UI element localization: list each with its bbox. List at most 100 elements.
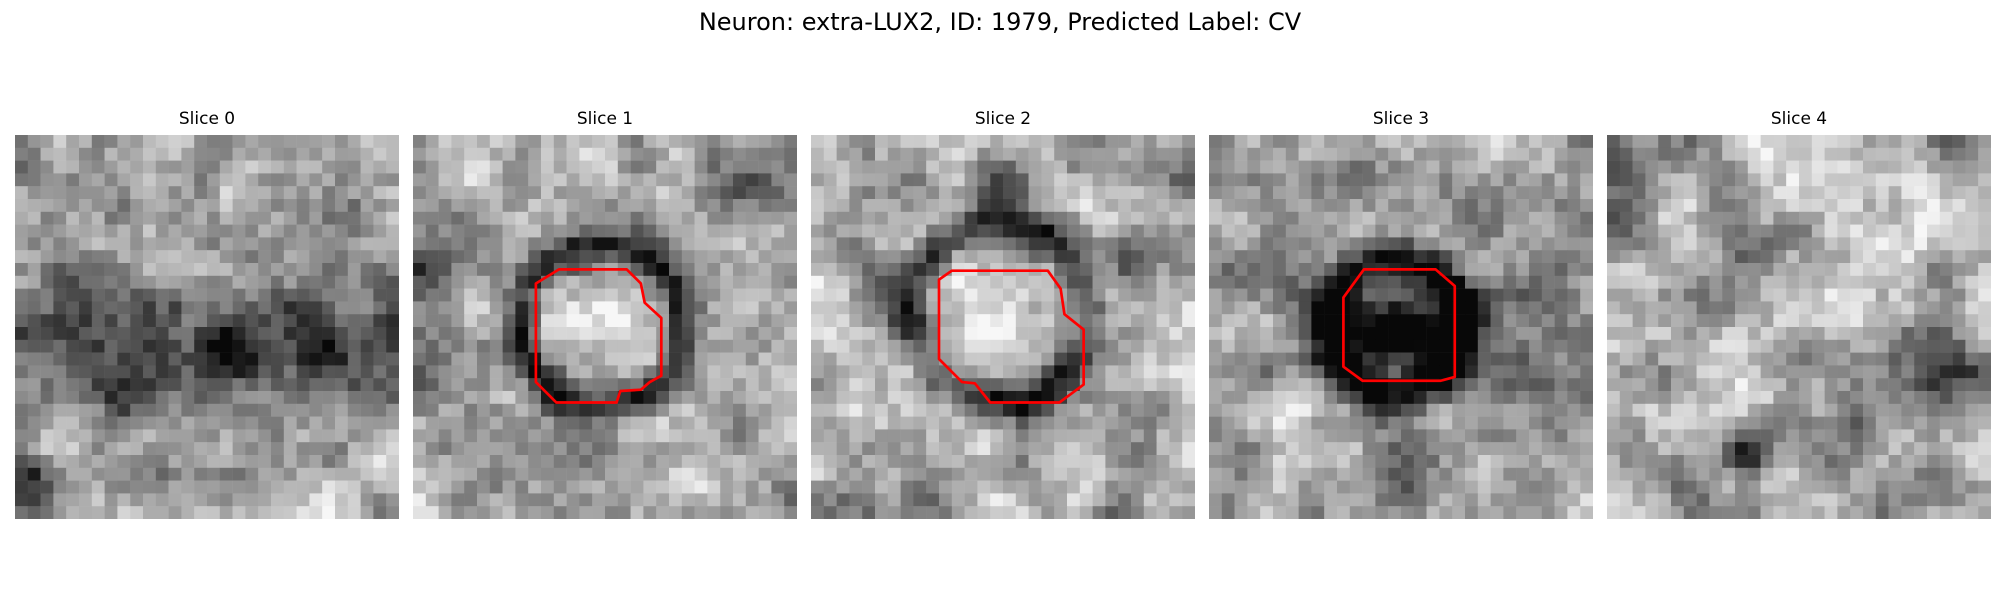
pixel-cell: [1041, 275, 1055, 289]
pixel-cell: [1285, 224, 1299, 238]
pixel-cell: [1658, 173, 1672, 187]
pixel-cell: [849, 506, 863, 519]
pixel-cell: [79, 160, 93, 174]
pixel-cell: [939, 506, 953, 519]
pixel-cell: [464, 480, 478, 494]
pixel-cell: [1529, 365, 1543, 379]
pixel-cell: [1092, 250, 1106, 264]
pixel-cell: [1875, 327, 1889, 341]
pixel-cell: [271, 211, 285, 225]
pixel-cell: [40, 147, 54, 161]
pixel-cell: [1658, 455, 1672, 469]
pixel-cell: [733, 160, 747, 174]
pixel-cell: [296, 199, 310, 213]
pixel-cell: [758, 467, 772, 481]
pixel-cell: [515, 224, 529, 238]
pixel-cell: [1439, 339, 1453, 353]
pixel-cell: [1567, 327, 1581, 341]
pixel-cell: [1426, 327, 1440, 341]
pixel-cell: [15, 403, 29, 417]
pixel-cell: [1786, 493, 1800, 507]
pixel-cell: [1632, 224, 1646, 238]
pixel-cell: [1554, 467, 1568, 481]
pixel-cell: [464, 506, 478, 519]
pixel-cell: [1683, 173, 1697, 187]
pixel-cell: [79, 224, 93, 238]
pixel-cell: [1799, 173, 1813, 187]
pixel-cell: [1580, 237, 1593, 251]
pixel-cell: [1182, 224, 1195, 238]
pixel-cell: [1952, 493, 1966, 507]
pixel-cell: [1118, 288, 1132, 302]
pixel-cell: [1773, 186, 1787, 200]
pixel-cell: [271, 327, 285, 341]
pixel-cell: [143, 480, 157, 494]
pixel-cell: [477, 429, 491, 443]
pixel-cell: [1273, 339, 1287, 353]
pixel-cell: [1118, 429, 1132, 443]
pixel-cell: [1401, 173, 1415, 187]
pixel-cell: [849, 480, 863, 494]
pixel-cell: [1298, 224, 1312, 238]
pixel-cell: [1735, 442, 1749, 456]
pixel-cell: [477, 301, 491, 315]
pixel-cell: [1503, 378, 1517, 392]
pixel-cell: [143, 467, 157, 481]
pixel-cell: [836, 263, 850, 277]
pixel-cell: [1349, 199, 1363, 213]
pixel-cell: [1541, 314, 1555, 328]
pixel-cell: [1118, 416, 1132, 430]
pixel-cell: [207, 237, 221, 251]
pixel-cell: [1015, 301, 1029, 315]
pixel-cell: [823, 493, 837, 507]
pixel-cell: [1567, 403, 1581, 417]
pixel-cell: [579, 493, 593, 507]
pixel-cell: [66, 455, 80, 469]
pixel-cell: [1156, 199, 1170, 213]
pixel-cell: [1863, 237, 1877, 251]
pixel-cell: [1709, 237, 1723, 251]
pixel-cell: [1607, 480, 1621, 494]
pixel-cell: [1105, 327, 1119, 341]
pixel-cell: [181, 467, 195, 481]
pixel-cell: [553, 455, 567, 469]
pixel-cell: [464, 327, 478, 341]
pixel-cell: [1452, 429, 1466, 443]
pixel-cell: [745, 378, 759, 392]
pixel-cell: [1221, 237, 1235, 251]
pixel-cell: [579, 135, 593, 149]
pixel-cell: [1683, 237, 1697, 251]
pixel-cell: [117, 493, 131, 507]
pixel-cell: [309, 365, 323, 379]
pixel-cell: [1683, 391, 1697, 405]
pixel-cell: [643, 339, 657, 353]
pixel-cell: [1786, 135, 1800, 149]
pixel-cell: [1837, 480, 1851, 494]
pixel-cell: [489, 365, 503, 379]
pixel-cell: [322, 288, 336, 302]
pixel-cell: [1760, 493, 1774, 507]
pixel-cell: [964, 314, 978, 328]
pixel-cell: [335, 263, 349, 277]
pixel-cell: [528, 237, 542, 251]
pixel-cell: [1939, 173, 1953, 187]
pixel-cell: [1799, 339, 1813, 353]
pixel-cell: [1143, 160, 1157, 174]
pixel-cell: [1311, 275, 1325, 289]
pixel-cell: [1105, 403, 1119, 417]
pixel-cell: [296, 301, 310, 315]
pixel-cell: [977, 224, 991, 238]
pixel-cell: [451, 403, 465, 417]
pixel-cell: [1875, 493, 1889, 507]
pixel-cell: [27, 288, 41, 302]
pixel-cell: [758, 237, 772, 251]
pixel-cell: [515, 455, 529, 469]
pixel-cell: [592, 186, 606, 200]
pixel-cell: [1375, 493, 1389, 507]
pixel-cell: [1799, 275, 1813, 289]
pixel-cell: [515, 288, 529, 302]
pixel-cell: [1965, 263, 1979, 277]
pixel-cell: [592, 314, 606, 328]
pixel-cell: [1375, 442, 1389, 456]
pixel-cell: [219, 327, 233, 341]
